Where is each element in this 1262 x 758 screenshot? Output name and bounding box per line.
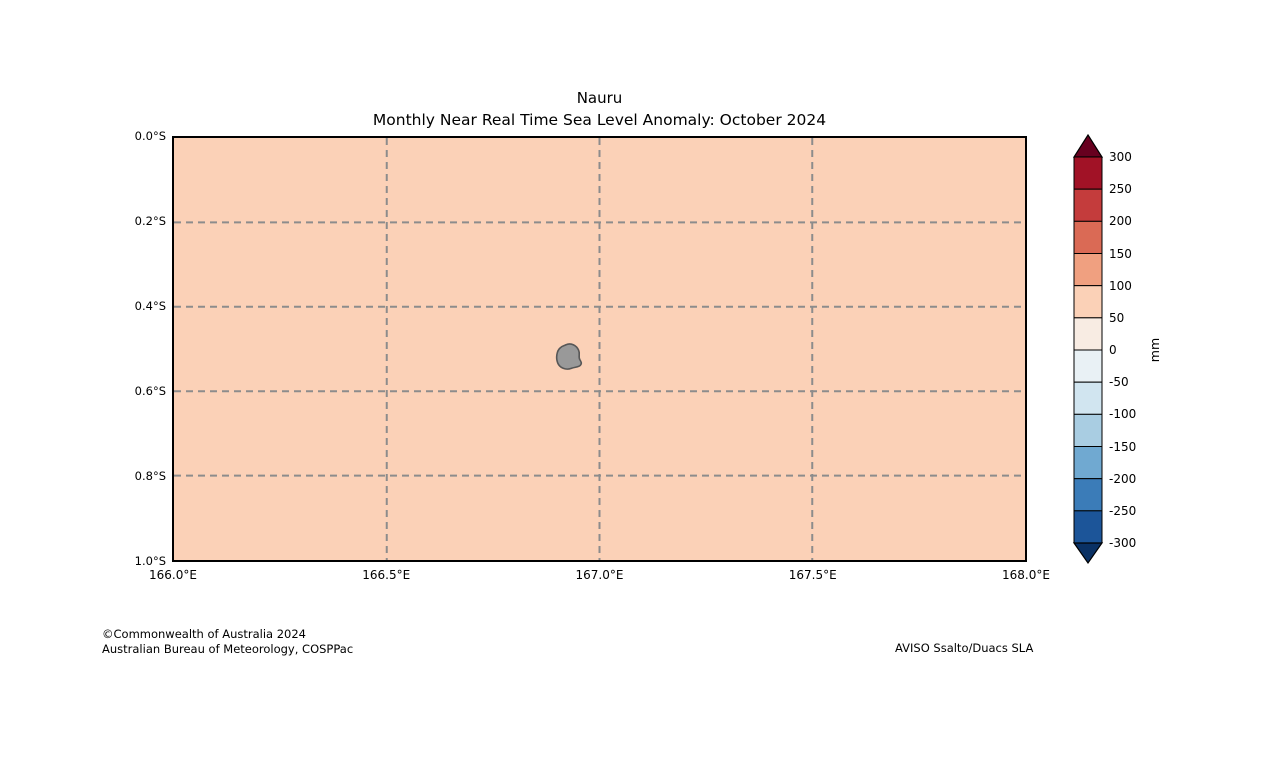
colorbar-band <box>1073 285 1103 319</box>
y-tick-label: 0.6°S <box>134 384 166 398</box>
colorbar-tick-label: 150 <box>1109 246 1132 261</box>
colorbar-tick-label: -100 <box>1109 407 1137 422</box>
colorbar-band <box>1073 446 1103 480</box>
figure-subtitle: Monthly Near Real Time Sea Level Anomaly… <box>372 111 827 129</box>
colorbar-tick-label: 300 <box>1109 150 1132 164</box>
y-tick-label: 0.0°S <box>134 129 166 143</box>
y-tick-label: 0.2°S <box>134 214 166 228</box>
x-tick-label: 166.0°E <box>149 568 197 582</box>
colorbar-tick-label: 200 <box>1109 214 1132 229</box>
x-tick-label: 168.0°E <box>1002 568 1050 582</box>
colorbar-tick-label: -300 <box>1109 536 1137 550</box>
colorbar-band <box>1073 253 1103 287</box>
colorbar-band <box>1073 381 1103 415</box>
colorbar <box>1072 133 1104 565</box>
colorbar-tick-label: 250 <box>1109 182 1132 197</box>
colorbar-band <box>1073 188 1103 222</box>
agency-text: Australian Bureau of Meteorology, COSPPa… <box>102 642 354 656</box>
colorbar-band <box>1073 413 1103 447</box>
y-tick-label: 0.8°S <box>134 469 166 483</box>
x-tick-label: 166.5°E <box>362 568 411 582</box>
copyright-text: ©Commonwealth of Australia 2024 <box>102 627 307 641</box>
colorbar-over-arrow <box>1072 133 1104 158</box>
colorbar-tick-label: -200 <box>1109 471 1137 486</box>
colorbar-band <box>1073 220 1103 254</box>
colorbar-band <box>1073 478 1103 512</box>
colorbar-band <box>1073 317 1103 351</box>
colorbar-band <box>1073 510 1103 544</box>
figure-title: Nauru <box>576 89 623 107</box>
y-tick-label: 0.4°S <box>134 299 166 313</box>
colorbar-tick-label: -50 <box>1109 375 1129 390</box>
colorbar-tick-label: 50 <box>1109 310 1125 325</box>
x-tick-label: 167.0°E <box>575 568 624 582</box>
colorbar-tick-label: 100 <box>1109 278 1132 293</box>
colorbar-under-arrow <box>1072 542 1104 565</box>
x-tick-label: 167.5°E <box>788 568 837 582</box>
colorbar-unit-label: mm <box>1147 337 1162 363</box>
colorbar-tick-label: -150 <box>1109 439 1137 454</box>
colorbar-band <box>1073 156 1103 190</box>
map-canvas <box>174 138 1025 560</box>
colorbar-tick-label: -250 <box>1109 503 1137 518</box>
data-source-credit: AVISO Ssalto/Duacs SLA <box>895 641 1034 655</box>
colorbar-band <box>1073 349 1103 383</box>
map-plot-area <box>172 136 1027 562</box>
y-tick-label: 1.0°S <box>134 554 166 568</box>
nauru-island <box>555 343 583 370</box>
colorbar-tick-label: 0 <box>1109 343 1117 357</box>
